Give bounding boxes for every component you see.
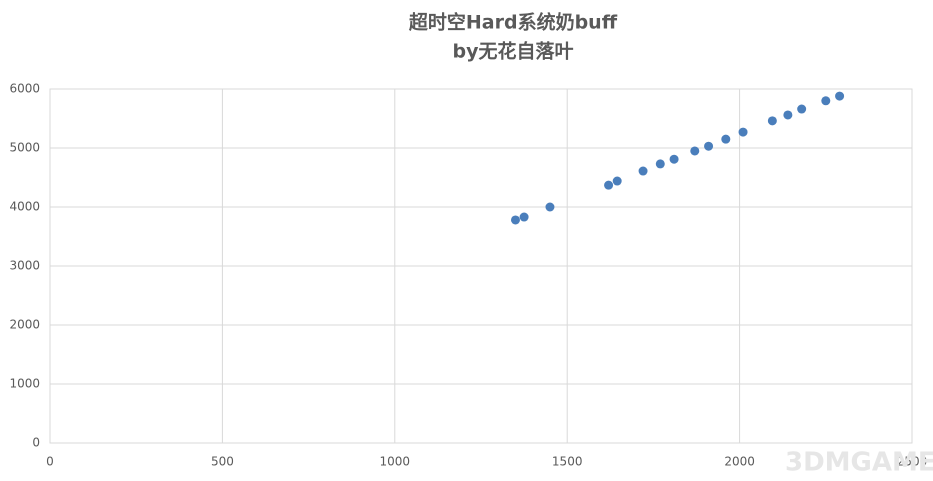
point xyxy=(704,141,714,151)
point xyxy=(783,110,793,120)
y-tick-label: 6000 xyxy=(9,82,40,96)
y-tick-label: 1000 xyxy=(9,377,40,391)
point xyxy=(738,127,748,137)
point xyxy=(721,134,731,144)
point xyxy=(545,202,555,212)
y-tick-label: 3000 xyxy=(9,259,40,273)
point xyxy=(690,146,700,156)
x-tick-label: 2500 xyxy=(897,455,928,469)
point xyxy=(519,212,529,222)
point xyxy=(655,159,665,169)
y-tick-label: 5000 xyxy=(9,141,40,155)
point xyxy=(612,176,622,186)
point xyxy=(510,215,520,225)
chart-title: 超时空Hard系统奶buff xyxy=(408,11,618,34)
point xyxy=(767,116,777,126)
x-tick-label: 1500 xyxy=(552,455,583,469)
x-tick-label: 0 xyxy=(46,455,54,469)
y-tick-label: 2000 xyxy=(9,318,40,332)
point xyxy=(638,166,648,176)
x-tick-label: 500 xyxy=(211,455,234,469)
point xyxy=(797,104,807,114)
chart-subtitle: by无花自落叶 xyxy=(453,40,574,63)
point xyxy=(604,180,614,190)
x-tick-label: 1000 xyxy=(380,455,411,469)
watermark: 3DMGAME xyxy=(785,448,933,478)
point xyxy=(669,154,679,164)
y-tick-label: 0 xyxy=(32,436,40,450)
x-tick-label: 2000 xyxy=(724,455,755,469)
point xyxy=(821,96,831,106)
y-tick-label: 4000 xyxy=(9,200,40,214)
point xyxy=(835,91,845,101)
